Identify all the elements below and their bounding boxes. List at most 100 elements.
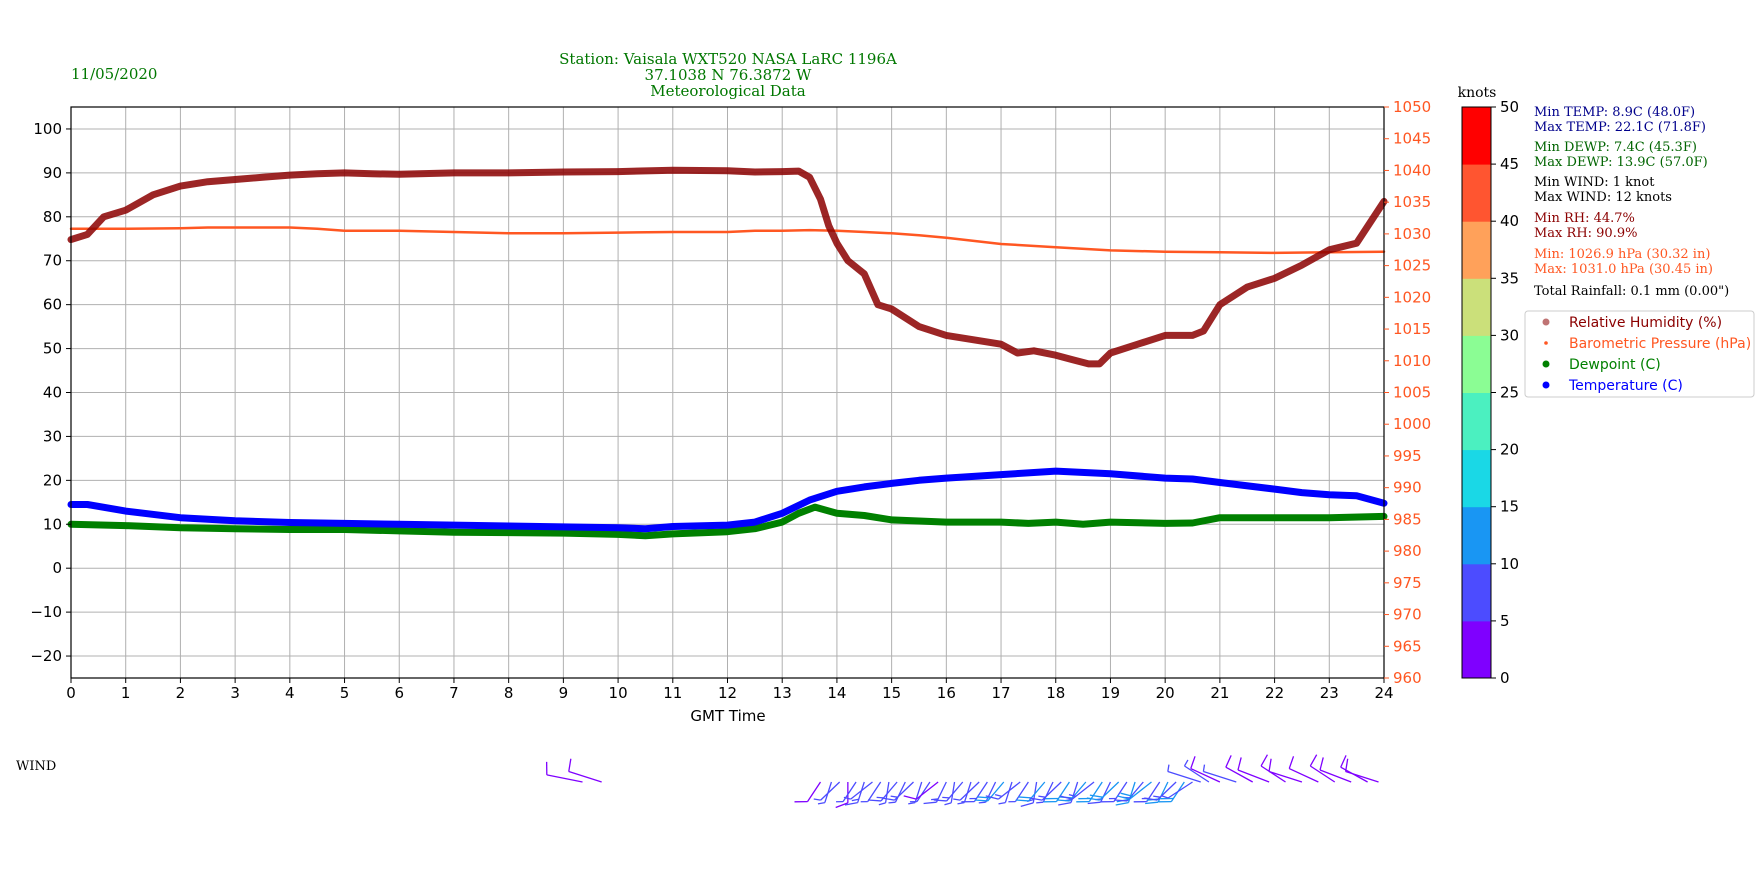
- wind-barb-feather: [1144, 797, 1158, 801]
- wind-barb-shaft: [1167, 781, 1193, 799]
- wind-barb-feather: [1145, 801, 1159, 805]
- y-axis-right: 960 965 970 975 980 985 990 995 1000 1005 1010 1015…: [1384, 98, 1431, 687]
- wind-barb: [1086, 781, 1120, 801]
- x-tick-label: 21: [1210, 684, 1229, 702]
- x-tick-label: 20: [1156, 684, 1175, 702]
- title-line-3: Meteorological Data: [650, 82, 806, 100]
- wind-barb-shaft: [568, 770, 602, 783]
- wind-barb-feather: [1068, 794, 1076, 798]
- colorbar-tick-label: 10: [1500, 555, 1519, 573]
- wind-barb-feather: [1319, 757, 1324, 771]
- wind-barb-feather: [1087, 801, 1101, 805]
- x-tick-label: 2: [176, 684, 186, 702]
- wind-barb-shaft: [1099, 781, 1120, 801]
- stat-line: Max DEWP: 13.9C (57.0F): [1534, 155, 1708, 170]
- wind-barb-feather: [977, 796, 991, 799]
- wind-barb-shaft: [985, 781, 997, 803]
- wind-barb-feather: [1202, 764, 1206, 772]
- wind-barb: [1288, 756, 1319, 783]
- wind-barb-feather: [1086, 797, 1100, 801]
- x-axis: 0 1 2 3 4 5 6 7 8 9 10 11 12 13 14 15 16 17 18 19 20 21 22 23 24: [66, 678, 1394, 702]
- wind-barb: [1116, 781, 1152, 800]
- wind-barb-feather: [1020, 802, 1034, 807]
- colorbar-tick-label: 45: [1500, 155, 1519, 173]
- wind-barb-shaft: [1260, 765, 1286, 783]
- legend-marker-rh: [1542, 318, 1550, 326]
- y-right-tick-label: 1050: [1393, 98, 1431, 116]
- wind-barb: [844, 781, 865, 806]
- x-tick-label: 1: [121, 684, 131, 702]
- colorbar-band: [1462, 335, 1491, 393]
- wind-barb: [1225, 755, 1254, 783]
- wind-barb-shaft: [973, 781, 988, 802]
- stat-line: Max WIND: 12 knots: [1534, 190, 1672, 205]
- x-tick-label: 18: [1046, 684, 1065, 702]
- colorbar-band: [1462, 392, 1491, 451]
- y-right-tick-label: 975: [1393, 574, 1422, 592]
- wind-barb: [835, 782, 849, 809]
- wind-barb-feather: [1089, 794, 1103, 798]
- y-right-tick-label: 965: [1393, 637, 1422, 655]
- x-tick-label: 23: [1320, 684, 1339, 702]
- x-tick-label: 7: [449, 684, 459, 702]
- wind-barb-shaft: [894, 781, 914, 801]
- wind-barb: [985, 781, 1021, 800]
- legend-marker: [1542, 381, 1550, 389]
- wind-barb: [978, 781, 997, 804]
- wind-barb-shaft: [959, 781, 980, 801]
- y-right-tick-label: 985: [1393, 510, 1422, 528]
- stat-line: Min DEWP: 7.4C (45.3F): [1534, 140, 1697, 155]
- wind-barb-feather: [923, 801, 937, 805]
- wind-barb-feather: [1237, 757, 1242, 771]
- y-left-tick-label: 10: [43, 515, 62, 533]
- wind-barb-feather: [942, 796, 950, 799]
- x-tick-label: 9: [559, 684, 569, 702]
- wind-barb-feather: [890, 795, 898, 798]
- wind-barb: [545, 761, 583, 783]
- y-left-tick-label: 40: [43, 384, 62, 402]
- y-right-tick-label: 1045: [1393, 130, 1431, 148]
- wind-barb-shaft: [1345, 770, 1379, 783]
- wind-barb: [953, 781, 980, 801]
- wind-barb: [1167, 764, 1201, 783]
- wind-barb-feather: [931, 798, 939, 801]
- wind-barb-shaft: [1167, 770, 1201, 783]
- y-left-tick-label: 50: [43, 340, 62, 358]
- y-right-tick-label: 1015: [1393, 320, 1431, 338]
- y-right-tick-label: 980: [1393, 542, 1422, 560]
- wind-barb-feather: [903, 795, 917, 800]
- wind-barb: [1260, 754, 1286, 783]
- y-left-tick-label: 100: [33, 120, 62, 138]
- wind-barb-shaft: [1203, 770, 1237, 783]
- wind-barb-shaft: [950, 781, 956, 803]
- x-tick-label: 0: [66, 684, 76, 702]
- wind-barb-feather: [1038, 795, 1046, 798]
- wind-barb-feather: [1120, 792, 1134, 798]
- wind-barb: [1043, 781, 1070, 803]
- wind-barb-feather: [1288, 756, 1295, 769]
- wind-barb-feather: [851, 798, 859, 802]
- wind-barb-feather: [998, 801, 1006, 805]
- wind-barb-feather: [888, 801, 896, 804]
- stats-panel: Min TEMP: 8.9C (48.0F)Max TEMP: 22.1C (7…: [1534, 105, 1729, 299]
- wind-barb: [909, 781, 931, 803]
- series-layer: [67, 166, 1388, 540]
- wind-barb: [813, 781, 841, 801]
- wind-barb-feather: [1309, 754, 1318, 767]
- x-tick-label: 10: [609, 684, 628, 702]
- colorbar: 0 5 10 15 20 25 30 35 40 45 50: [1461, 98, 1519, 687]
- x-tick-label: 17: [991, 684, 1010, 702]
- y-left-tick-label: 80: [43, 208, 62, 226]
- y-left-tick-label: −10: [30, 603, 62, 621]
- wind-barb: [944, 781, 956, 806]
- wind-barb-feather: [881, 797, 895, 801]
- wind-barb-shaft: [1237, 769, 1270, 783]
- wind-barb-feather: [1058, 801, 1072, 806]
- y-right-tick-label: 1000: [1393, 415, 1431, 433]
- wind-barb-shaft: [867, 781, 882, 802]
- wind-barb: [843, 781, 873, 800]
- wind-barb-shaft: [1288, 767, 1319, 783]
- wind-barb: [794, 781, 822, 803]
- wind-barb-feather: [1116, 795, 1130, 800]
- stat-line: Min TEMP: 8.9C (48.0F): [1534, 105, 1695, 120]
